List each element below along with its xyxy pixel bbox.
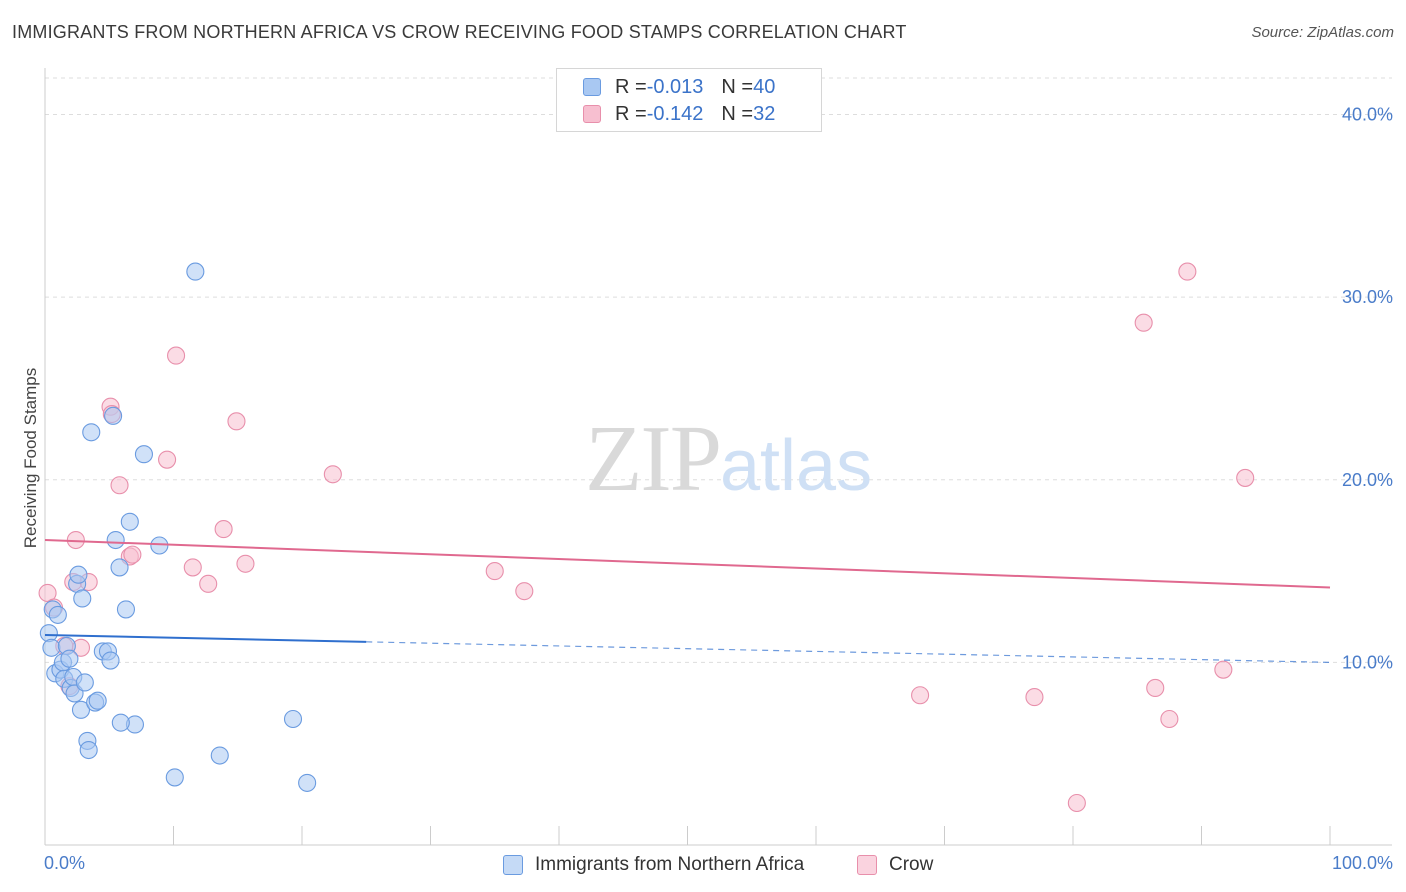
immigrants-point [106, 530, 125, 550]
crow-point [1067, 793, 1086, 813]
crow-point [158, 450, 177, 469]
legend-r-label: R = [615, 75, 647, 98]
immigrants-point [283, 709, 303, 729]
watermark-atlas: atlas [720, 426, 872, 506]
immigrants-point [104, 406, 123, 425]
immigrants-point [79, 740, 98, 760]
chart-title: IMMIGRANTS FROM NORTHERN AFRICA VS CROW … [12, 22, 907, 42]
crow-point [911, 686, 930, 705]
legend-swatch-immigrants [503, 855, 523, 875]
immigrants-point [210, 746, 229, 765]
trend-lines [44, 539, 1331, 663]
immigrants-point [42, 638, 61, 657]
crow-point [1025, 688, 1044, 707]
crow-point [1146, 678, 1165, 697]
immigrants-point [120, 512, 139, 531]
source-label: Source: ZipAtlas.com [1251, 24, 1394, 41]
immigrants-point [48, 605, 67, 624]
series-legend: Immigrants from Northern Africa Crow [0, 852, 1406, 878]
crow-point [485, 562, 504, 581]
crow-point [227, 412, 246, 431]
grid-lines [45, 77, 1392, 663]
crow-point [1236, 468, 1255, 487]
legend-label-immigrants: Immigrants from Northern Africa [535, 854, 805, 875]
series-immigrants-points [39, 262, 317, 792]
legend-swatch-crow [857, 855, 877, 875]
immigrants-point [186, 262, 205, 281]
legend-item-crow: Crow [857, 852, 933, 878]
legend-item-immigrants: Immigrants from Northern Africa [503, 852, 804, 878]
immigrants-point [110, 558, 129, 577]
crow-point [110, 476, 129, 495]
y-tick-label: 20.0% [1342, 470, 1393, 490]
immigrants-point [101, 651, 120, 670]
immigrants-point [111, 713, 130, 732]
correlation-legend: R = -0.013 N = 40 R = -0.142 N = 32 [556, 68, 822, 132]
axes [44, 68, 1392, 846]
legend-r-label: R = [615, 102, 647, 125]
trend-line-immigrants [44, 633, 367, 643]
crow-point [1134, 313, 1153, 332]
series-crow-points [38, 262, 1255, 813]
crow-point [1160, 709, 1179, 729]
crow-point [123, 545, 142, 564]
trend-line-crow [44, 539, 1331, 589]
immigrants-point [75, 673, 94, 692]
watermark: ZIP atlas [585, 407, 872, 511]
immigrants-point [60, 649, 79, 668]
immigrants-point [150, 536, 169, 555]
immigrants-point [116, 600, 136, 619]
y-axis-label: Receiving Food Stamps [21, 368, 40, 548]
immigrants-point [69, 565, 88, 584]
crow-point [183, 558, 202, 577]
legend-n-value: 40 [753, 75, 776, 98]
immigrants-point [71, 700, 91, 719]
legend-n-value: 32 [753, 102, 776, 125]
legend-swatch-immigrants [583, 78, 601, 96]
tick-labels: 10.0% 20.0% 30.0% 40.0% 0.0% 100.0% [44, 105, 1393, 873]
legend-r-value: -0.013 [646, 75, 704, 98]
legend-swatch-crow [583, 105, 601, 123]
legend-n-label: N = [721, 75, 754, 98]
immigrants-point [298, 773, 317, 792]
immigrants-point [165, 768, 184, 787]
legend-n-label: N = [721, 102, 754, 125]
immigrants-point [73, 589, 92, 608]
crow-point [199, 574, 218, 593]
y-tick-label: 40.0% [1342, 105, 1393, 125]
crow-point [214, 520, 233, 539]
x-tick-label: 0.0% [44, 853, 85, 873]
crow-point [236, 554, 255, 573]
crow-point [1214, 660, 1233, 679]
crow-point [515, 582, 534, 601]
crow-point [167, 346, 186, 365]
y-tick-label: 10.0% [1342, 652, 1393, 672]
legend-row-crow: R = -0.142 N = 32 [583, 101, 775, 127]
x-tick-label: 100.0% [1332, 853, 1393, 873]
immigrants-point [134, 445, 153, 464]
watermark-zip: ZIP [585, 407, 720, 511]
legend-r-value: -0.142 [646, 102, 704, 125]
crow-point [323, 465, 342, 484]
y-tick-label: 30.0% [1342, 287, 1393, 307]
immigrants-point [88, 691, 107, 710]
legend-row-immigrants: R = -0.013 N = 40 [583, 74, 775, 100]
immigrants-point [82, 423, 101, 442]
legend-label-crow: Crow [889, 854, 934, 875]
crow-point [1178, 262, 1197, 281]
trend-line-immigrants-dashed [366, 641, 1331, 663]
